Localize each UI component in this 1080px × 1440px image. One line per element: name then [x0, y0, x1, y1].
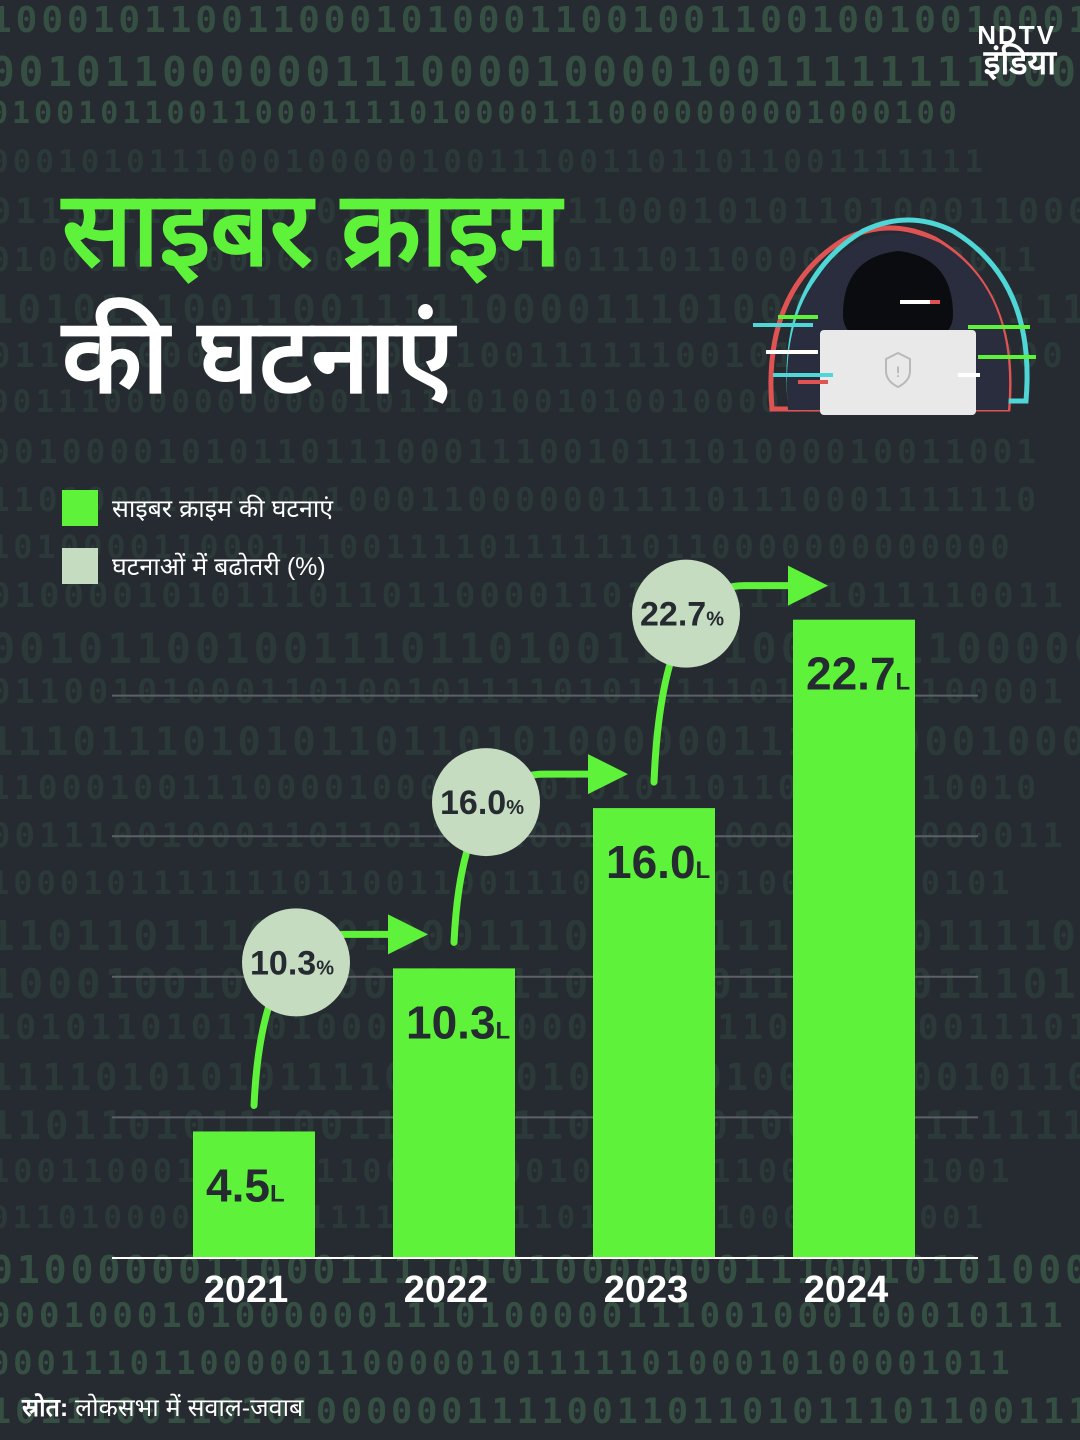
- binary-row: 1101000111000010001100000011110111000111…: [0, 480, 1041, 519]
- binary-row: 1000101100110001010001100100110010010010…: [0, 0, 1080, 41]
- binary-row: 0001110110000011000001011111010001010000…: [0, 1344, 1014, 1382]
- growth-arrow-head: [788, 565, 828, 606]
- x-tick-label: 2024: [804, 1269, 889, 1311]
- x-tick-label: 2021: [204, 1269, 289, 1311]
- x-tick-label: 2022: [404, 1269, 489, 1311]
- growth-bubble: [242, 908, 350, 1017]
- binary-row: 0001010111000100000100111001101101100111…: [0, 144, 988, 180]
- growth-label: 22.7%: [640, 596, 724, 634]
- binary-row: 0100101100110001111010000111000000000100…: [0, 96, 961, 131]
- growth-label: 16.0%: [440, 784, 524, 822]
- source-text: लोकसभा में सवाल-जवाब: [75, 1394, 304, 1422]
- bar-value-label: 10.3L: [406, 996, 510, 1048]
- binary-row: 0001000101000000111010000011100100010001…: [0, 1296, 1067, 1336]
- bar-2023: [593, 808, 715, 1258]
- logo-line-2: इंडिया: [983, 44, 1056, 82]
- legend-swatch-growth: [62, 548, 98, 584]
- source-prefix: स्रोत:: [22, 1394, 69, 1422]
- binary-row: 1011100110101000000111100110110101110110…: [0, 1392, 1080, 1432]
- binary-row: 1010000110001110011110111111011000000000…: [0, 528, 1014, 566]
- ndtv-india-logo: NDTV इंडिया: [977, 22, 1056, 80]
- source-note: स्रोत: लोकसभा में सवाल-जवाब: [22, 1390, 303, 1424]
- binary-row: 0100001010111011011000011011101111101111…: [0, 576, 1067, 616]
- logo-line-1: NDTV: [977, 20, 1056, 50]
- binary-row: 0010110000001110000100001001111111100000…: [0, 48, 1080, 96]
- growth-bubble: [432, 748, 540, 857]
- legend-label-incidents: साइबर क्राइम की घटनाएं: [112, 495, 334, 523]
- title-line-2: की घटनाएं: [62, 299, 454, 415]
- bar-2022: [393, 968, 515, 1258]
- growth-bubble: [632, 559, 740, 668]
- legend-item-incidents: साइबर क्राइम की घटनाएं: [62, 490, 333, 526]
- legend-swatch-incidents: [62, 490, 98, 526]
- growth-arrow-head: [588, 754, 628, 795]
- binary-row: 0111011101100011010010011000101011010001…: [0, 192, 1080, 232]
- hooded-hacker-laptop-icon: !: [753, 217, 1036, 415]
- svg-text:!: !: [895, 365, 901, 381]
- bar-2021: [193, 1131, 315, 1258]
- bar-value-label: 4.5L: [206, 1159, 285, 1211]
- growth-arrow-head: [388, 914, 428, 955]
- bar-value-label: 22.7L: [806, 648, 910, 700]
- binary-row: 0010000101011011100011100101110100001001…: [0, 432, 1041, 471]
- legend-item-growth: घटनाओं में बढोतरी (%): [62, 548, 326, 584]
- bar-value-label: 16.0L: [606, 836, 710, 888]
- x-tick-label: 2023: [604, 1269, 689, 1311]
- bar-2024: [793, 619, 915, 1258]
- legend-label-growth: घटनाओं में बढोतरी (%): [112, 553, 326, 581]
- title-line-1: साइबर क्राइम: [62, 172, 562, 288]
- growth-label: 10.3%: [250, 944, 334, 982]
